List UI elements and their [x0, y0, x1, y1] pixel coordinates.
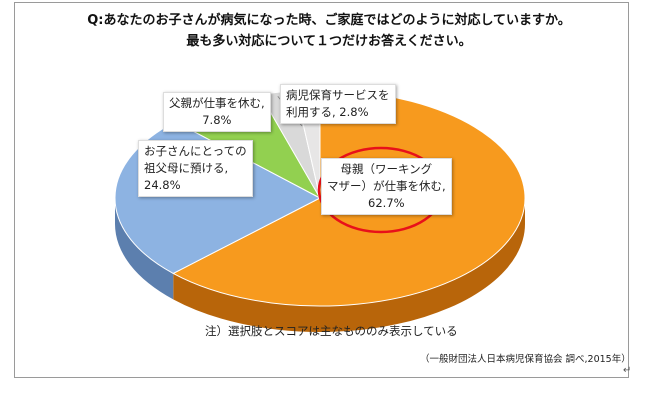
pie-side-mother	[173, 198, 525, 332]
paragraph-mark: ↵	[623, 365, 632, 376]
label-father-value: 7.8%	[202, 113, 232, 127]
label-father: 父親が仕事を休む, 7.8%	[163, 92, 271, 132]
label-sick-childcare-line-1: 病児保育サービスを	[286, 88, 390, 102]
label-father-line-1: 父親が仕事を休む,	[169, 96, 265, 110]
label-grandparents-line-1: お子さんにとっての	[144, 144, 247, 158]
label-mother-line-1: 母親（ワーキング	[340, 162, 433, 176]
label-mother-line-2: マザー）が仕事を休む,	[327, 179, 446, 193]
label-sick-childcare: 病児保育サービスを 利用する, 2.8%	[280, 84, 396, 124]
source-citation: （一般財団法人日本病児保育協会 調べ,2015年）	[420, 354, 631, 365]
footnote: 注）選択肢とスコアは主なもののみ表示している	[205, 324, 458, 338]
label-sick-childcare-line-2: 利用する, 2.8%	[286, 105, 369, 119]
chart-title: Q:あなたのお子さんが病気になった時、ご家庭ではどのように対応していますか。 最…	[0, 10, 658, 52]
label-mother-value: 62.7%	[368, 196, 405, 210]
title-line-2: 最も多い対応について１つだけお答えください。	[186, 34, 472, 49]
label-grandparents-value: 24.8%	[144, 178, 181, 192]
label-mother: 母親（ワーキング マザー）が仕事を休む, 62.7%	[321, 158, 452, 215]
label-grandparents-line-2: 祖父母に預ける,	[144, 161, 229, 175]
title-line-1: Q:あなたのお子さんが病気になった時、ご家庭ではどのように対応していますか。	[87, 13, 571, 28]
label-grandparents: お子さんにとっての 祖父母に預ける, 24.8%	[138, 140, 253, 197]
pie-side-grandparents	[115, 198, 174, 300]
